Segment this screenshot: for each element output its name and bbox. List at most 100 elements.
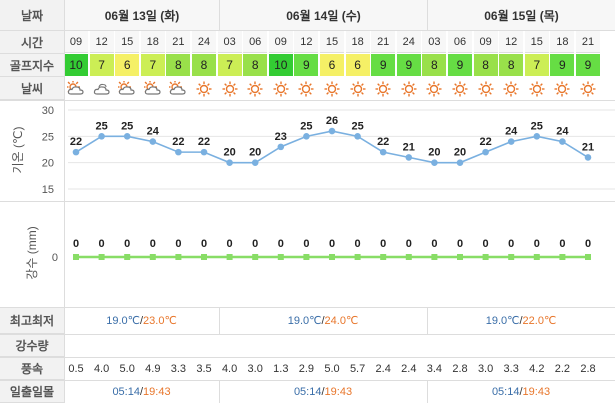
golf-index-cell: 6 (345, 54, 370, 76)
hour-cell: 09 (64, 31, 88, 53)
hour-cell: 06 (448, 31, 472, 53)
hour-cell: 15 (115, 31, 140, 53)
temperature-label: 25 (95, 120, 107, 132)
golf-index-cell: 8 (499, 54, 524, 76)
temperature-point (379, 148, 387, 156)
separator: / (321, 314, 325, 327)
cloudy-icon (90, 78, 114, 100)
temperature-label: 22 (377, 136, 389, 148)
wind-cell: 5.0 (119, 362, 135, 375)
rain-label: 0 (355, 238, 361, 250)
golf-index-cell: 6 (115, 54, 140, 76)
minmax-day2: 19.0℃/24.0℃ (219, 307, 427, 334)
divider (0, 100, 615, 101)
temperature-label: 22 (198, 136, 210, 148)
sunset-time: 19:43 (522, 385, 551, 398)
wind-cell: 2.8 (452, 362, 468, 375)
wind-cell: 5.7 (349, 362, 366, 375)
wind-cell: 4.9 (145, 362, 161, 375)
min-temp: 19.0℃ (106, 315, 140, 327)
rain-label: 0 (483, 238, 489, 250)
partly-cloudy-icon (166, 78, 190, 100)
wind-cell: 3.5 (196, 362, 212, 375)
temperature-point (431, 159, 438, 166)
label-rain-chart (0, 201, 64, 307)
divider (64, 0, 65, 403)
rain-point (354, 254, 361, 260)
rain-point (175, 254, 182, 260)
temperature-point (123, 133, 131, 140)
temperature-label: 24 (505, 126, 518, 138)
hour-cell: 18 (550, 31, 575, 53)
golf-index-cell: 9 (371, 54, 396, 76)
rain-label: 0 (99, 238, 105, 250)
wind-cell: 2.8 (580, 362, 596, 375)
rain-point (277, 254, 284, 260)
hour-cell: 06 (243, 31, 268, 53)
temperature-label: 21 (582, 141, 594, 153)
label-minmax: 최고최저 (0, 307, 64, 334)
golf-index-cell: 7 (140, 54, 165, 76)
golf-index-cell: 9 (576, 54, 600, 76)
max-temp: 22.0℃ (522, 315, 557, 327)
min-temp: 19.0℃ (287, 315, 322, 327)
temperature-point (482, 148, 489, 156)
rain-point (585, 254, 591, 260)
golf-index-cell: 9 (396, 54, 421, 76)
wind-cell: 4.0 (221, 362, 238, 375)
wind-cell: 2.2 (554, 362, 571, 375)
rain-point (124, 254, 131, 260)
golf-index-cell: 10 (64, 54, 88, 76)
rain-label: 0 (457, 238, 463, 250)
wind-cell: 2.4 (401, 362, 417, 375)
rain-point (508, 254, 515, 260)
label-sunrise-sunset: 일출일몰 (0, 380, 64, 403)
divider (219, 307, 220, 334)
divider (0, 307, 615, 308)
rain-label: 0 (150, 238, 156, 250)
label-date: 날짜 (0, 0, 64, 31)
temperature-chart: 30 25 20 15 기온 (℃) 22 25 25 24 22 22 20 20 23 25 26 25 22… (11, 105, 615, 196)
hour-cell: 21 (166, 31, 191, 53)
sun-day2: 05:14/19:43 (219, 380, 427, 403)
wind-cell: 3.0 (477, 362, 494, 375)
rain-point (380, 254, 387, 260)
golf-index-cell: 6 (320, 54, 344, 76)
rain-point (252, 254, 259, 260)
rain-label: 0 (329, 238, 335, 250)
temperature-point (149, 138, 157, 145)
temperature-label: 23 (275, 131, 287, 143)
rain-point (201, 254, 207, 260)
rain-point (226, 254, 233, 260)
divider (219, 380, 220, 403)
rain-point (329, 254, 335, 260)
rain-label: 0 (124, 238, 130, 250)
y-axis-label: 기온 (℃) (11, 127, 25, 174)
temperature-label: 22 (70, 136, 82, 148)
rain-label: 0 (227, 238, 233, 250)
y-tick-label: 15 (42, 184, 54, 196)
temperature-point (405, 154, 413, 161)
wind-cell: 5.0 (324, 362, 340, 375)
temperature-point (200, 148, 208, 156)
temperature-label: 24 (556, 126, 569, 138)
temperature-point (251, 159, 259, 166)
y-axis-label: 강수 (mm) (25, 226, 39, 279)
hour-cell: 24 (396, 31, 421, 53)
wind-cell: 4.0 (93, 362, 110, 375)
golf-index-cell: 7 (524, 54, 549, 76)
rain-label: 0 (585, 238, 591, 250)
hour-cell: 09 (268, 31, 293, 53)
golf-index-cell: 7 (217, 54, 242, 76)
sun-icon (397, 78, 421, 100)
wind-cell: 3.3 (503, 362, 519, 375)
sun-icon (550, 78, 574, 100)
label-rainfall: 강수량 (0, 334, 64, 357)
hour-cell: 18 (345, 31, 370, 53)
sun-icon (346, 78, 370, 100)
temperature-point (98, 133, 105, 140)
rain-point (559, 254, 566, 260)
day-header: 06월 15일 (목) (427, 0, 615, 31)
temperature-label: 25 (121, 120, 133, 132)
day-header: 06월 14일 (수) (219, 0, 427, 31)
